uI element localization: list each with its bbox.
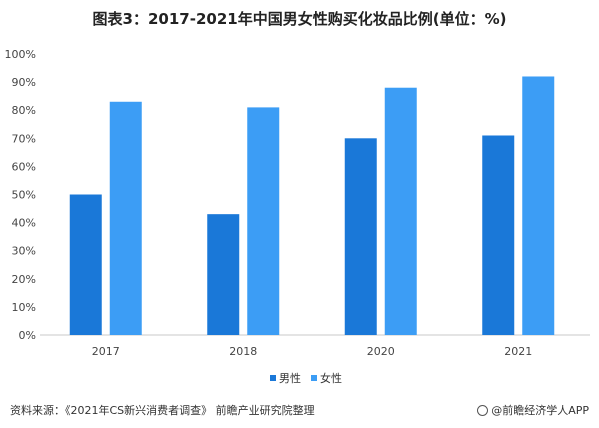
y-tick-label: 0% [19,329,36,342]
legend-swatch-male [270,375,276,381]
y-tick-label: 70% [12,132,36,145]
legend-swatch-female [311,375,317,381]
bar-female-2017 [109,101,142,336]
y-tick-label: 100% [5,48,36,61]
legend-label-male: 男性 [279,372,301,385]
y-tick-label: 10% [12,301,36,314]
y-tick-label: 20% [12,273,36,286]
chart-title: 图表3：2017-2021年中国男女性购买化妆品比例(单位：%) [92,10,507,28]
brand-logo-icon [477,404,489,416]
y-tick-label: 50% [12,189,36,202]
legend-label-female: 女性 [320,372,342,385]
bar-male-2021 [482,135,515,335]
x-tick-label: 2017 [92,345,120,358]
legend-item-male: 男性 [270,370,301,386]
brand: @前瞻经济学人APP [477,402,589,418]
legend: 男性 女性 [270,370,342,386]
x-tick-label: 2021 [504,345,532,358]
y-axis: 0% 10% 20% 30% 40% 50% 60% 70% 80% 90% 100% [5,48,36,342]
source-note: 资料来源：《2021年CS新兴消费者调查》 前瞻产业研究院整理 [10,404,315,417]
bar-male-2017 [69,194,102,335]
bar-female-2018 [247,107,280,335]
y-tick-label: 80% [12,104,36,117]
x-axis: 2017 2018 2020 2021 [92,345,533,358]
bar-male-2018 [207,214,240,335]
y-tick-label: 90% [12,76,36,89]
y-tick-label: 30% [12,245,36,258]
y-tick-label: 40% [12,217,36,230]
y-tick-label: 60% [12,160,36,173]
x-tick-label: 2020 [367,345,395,358]
bar-male-2020 [344,138,377,335]
bar-female-2020 [384,87,417,335]
bar-female-2021 [522,76,555,335]
bars [69,76,555,336]
legend-item-female: 女性 [311,370,342,386]
x-tick-label: 2018 [229,345,257,358]
brand-label: @前瞻经济学人APP [491,404,589,417]
